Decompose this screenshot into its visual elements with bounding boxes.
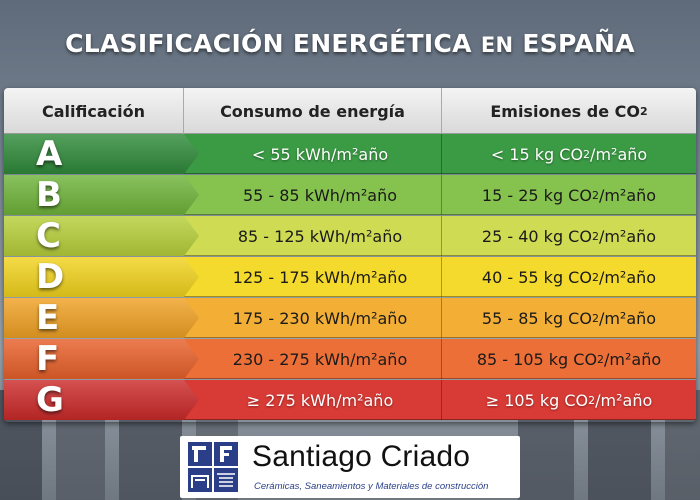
table-row: A < 55 kWh/m²año < 15 kg CO 2/m²año <box>4 134 696 174</box>
table-row: B 55 - 85 kWh/m²año 15 - 25 kg CO 2/m²año <box>4 175 696 215</box>
emissions-subscript: 2 <box>583 147 591 161</box>
rating-arrow: B <box>4 175 199 215</box>
emissions-unit: /m²año <box>598 267 657 287</box>
rating-arrow: A <box>4 134 199 174</box>
consumption-cell: 125 - 175 kWh/m²año <box>199 257 442 297</box>
header-emissions-text: Emisiones de CO <box>490 101 640 121</box>
consumption-cell: < 55 kWh/m²año <box>199 134 442 174</box>
page-title: CLASIFICACIÓN ENERGÉTICA EN ESPAÑA <box>65 29 635 58</box>
rating-letter: E <box>36 298 60 338</box>
emissions-cell: ≥ 105 kg CO 2/m²año <box>442 380 696 420</box>
emissions-unit: /m²año <box>595 390 653 410</box>
emissions-unit: /m²año <box>598 226 657 246</box>
brand-tagline: Cerámicas, Saneamientos y Materiales de … <box>254 481 489 492</box>
table-header: Calificación Consumo de energía Emisione… <box>4 88 696 134</box>
rating-letter: B <box>36 175 62 215</box>
rating-letter: G <box>36 380 64 420</box>
table-row: G ≥ 275 kWh/m²año ≥ 105 kg CO 2/m²año <box>4 380 696 420</box>
brand-logo: Santiago Criado Cerámicas, Saneamientos … <box>180 436 520 498</box>
emissions-cell: 40 - 55 kg CO 2/m²año <box>442 257 696 297</box>
rating-arrow: E <box>4 298 199 338</box>
rating-arrow: F <box>4 339 199 379</box>
consumption-cell: 230 - 275 kWh/m²año <box>199 339 442 379</box>
emissions-value: 85 - 105 kg CO <box>476 349 598 369</box>
title-main: CLASIFICACIÓN ENERGÉTICA <box>65 28 481 58</box>
emissions-unit: /m²año <box>590 144 648 164</box>
emissions-cell: 55 - 85 kg CO 2/m²año <box>442 298 696 338</box>
table-row: E 175 - 230 kWh/m²año 55 - 85 kg CO 2/m²año <box>4 298 696 338</box>
emissions-value: 25 - 40 kg CO <box>481 226 592 246</box>
header-emissions-sub: 2 <box>639 104 648 118</box>
rating-arrow: C <box>4 216 199 256</box>
rating-arrow: D <box>4 257 199 297</box>
consumption-cell: 55 - 85 kWh/m²año <box>199 175 442 215</box>
emissions-subscript: 2 <box>591 229 599 243</box>
header-consumption: Consumo de energía <box>184 88 442 134</box>
brand-name: Santiago Criado <box>252 440 471 473</box>
header-emissions: Emisiones de CO 2 <box>442 88 696 134</box>
emissions-cell: 25 - 40 kg CO 2/m²año <box>442 216 696 256</box>
rating-letter: F <box>36 339 60 379</box>
rating-letter: D <box>36 257 65 297</box>
emissions-subscript: 2 <box>591 188 599 202</box>
consumption-cell: 85 - 125 kWh/m²año <box>199 216 442 256</box>
consumption-cell: 175 - 230 kWh/m²año <box>199 298 442 338</box>
title-bar: CLASIFICACIÓN ENERGÉTICA EN ESPAÑA <box>0 14 700 72</box>
emissions-cell: 15 - 25 kg CO 2/m²año <box>442 175 696 215</box>
emissions-subscript: 2 <box>591 311 599 325</box>
header-rating: Calificación <box>4 88 184 134</box>
title-country: ESPAÑA <box>513 28 635 58</box>
energy-rating-table: Calificación Consumo de energía Emisione… <box>4 88 696 422</box>
emissions-value: 15 - 25 kg CO <box>481 185 592 205</box>
table-row: F 230 - 275 kWh/m²año 85 - 105 kg CO 2/m²añ… <box>4 339 696 379</box>
emissions-subscript: 2 <box>588 393 596 407</box>
emissions-cell: < 15 kg CO 2/m²año <box>442 134 696 174</box>
emissions-subscript: 2 <box>597 352 605 366</box>
rating-letter: A <box>36 134 63 174</box>
rating-letter: C <box>36 216 61 256</box>
consumption-cell: ≥ 275 kWh/m²año <box>199 380 442 420</box>
tile-faucet-logo-icon <box>186 440 240 494</box>
emissions-value: 55 - 85 kg CO <box>481 308 592 328</box>
emissions-value: ≥ 105 kg CO <box>485 390 589 410</box>
emissions-cell: 85 - 105 kg CO 2/m²año <box>442 339 696 379</box>
emissions-unit: /m²año <box>598 185 657 205</box>
emissions-unit: /m²año <box>598 308 657 328</box>
emissions-value: 40 - 55 kg CO <box>481 267 592 287</box>
table-row: C 85 - 125 kWh/m²año 25 - 40 kg CO 2/m²año <box>4 216 696 256</box>
table-row: D 125 - 175 kWh/m²año 40 - 55 kg CO 2/m²año <box>4 257 696 297</box>
title-connector: EN <box>480 32 514 57</box>
emissions-value: < 15 kg CO <box>490 144 584 164</box>
emissions-subscript: 2 <box>591 270 599 284</box>
emissions-unit: /m²año <box>604 349 662 369</box>
rating-arrow: G <box>4 380 199 420</box>
